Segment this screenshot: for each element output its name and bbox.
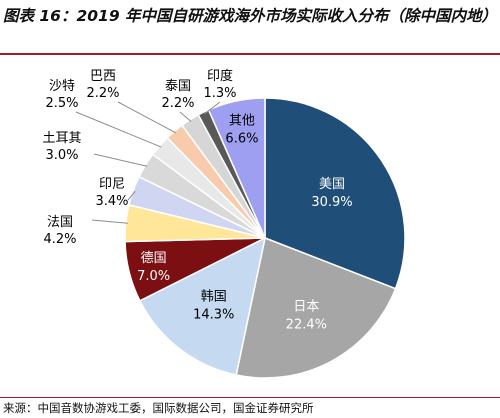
slice-label: 泰国 [165,79,191,94]
slice-value-label: 3.4% [95,194,128,209]
slice-label: 沙特 [49,79,75,94]
slice-value-label: 2.5% [45,96,78,111]
chart-area: 美国 30.9% 日本 22.4% 韩国 14.3% 德国 7.0% 法国 4.2% 印尼 3.4% 土… [0,58,500,396]
leader-line [91,219,128,224]
slice-value-label: 1.3% [203,86,236,101]
slice-value-label: 3.0% [45,148,78,163]
slice-label: 其他 [229,113,255,128]
leader-line [203,101,221,115]
slice-label: 印度 [207,68,233,84]
slice-label: 巴西 [90,69,116,84]
leader-line [127,190,136,201]
pie-chart: 美国 30.9% 日本 22.4% 韩国 14.3% 德国 7.0% 法国 4.2% 印尼 3.4% 土… [42,68,406,379]
slice-value-label: 6.6% [225,131,258,146]
slice-value-label: 30.9% [311,195,352,210]
slice-value-label: 14.3% [193,308,234,323]
slice-label: 德国 [141,251,167,266]
slice-value-label: 2.2% [161,96,194,111]
slice-label: 法国 [47,215,73,230]
slice-label: 印尼 [99,177,125,192]
slice-0 [264,97,406,290]
slice-label: 土耳其 [42,131,81,146]
leader-line [117,101,176,134]
footer-divider [0,397,500,398]
slice-2 [138,236,267,376]
slice-label: 美国 [319,177,345,192]
slice-value-label: 7.0% [137,269,170,284]
chart-title: 图表 16：2019 年中国自研游戏海外市场实际收入分布（除中国内地） [3,7,498,25]
source-note: 来源：中国音数协游戏工委，国际数据公司，国金证券研究所 [3,401,314,415]
leader-line [75,111,162,148]
slice-label: 日本 [293,299,319,314]
slice-label: 韩国 [201,290,227,305]
title-divider [0,53,500,55]
slice-value-label: 2.2% [86,86,119,101]
leader-line [93,153,148,167]
leader-line [179,111,192,122]
slice-value-label: 4.2% [43,232,76,247]
slice-1 [235,236,397,379]
slice-11 [207,97,266,239]
pie-slices [124,97,406,379]
slice-value-label: 22.4% [286,317,327,332]
pie-labels: 美国 30.9% 日本 22.4% 韩国 14.3% 德国 7.0% 法国 4.2% 印尼 3.4% 土… [42,68,352,332]
